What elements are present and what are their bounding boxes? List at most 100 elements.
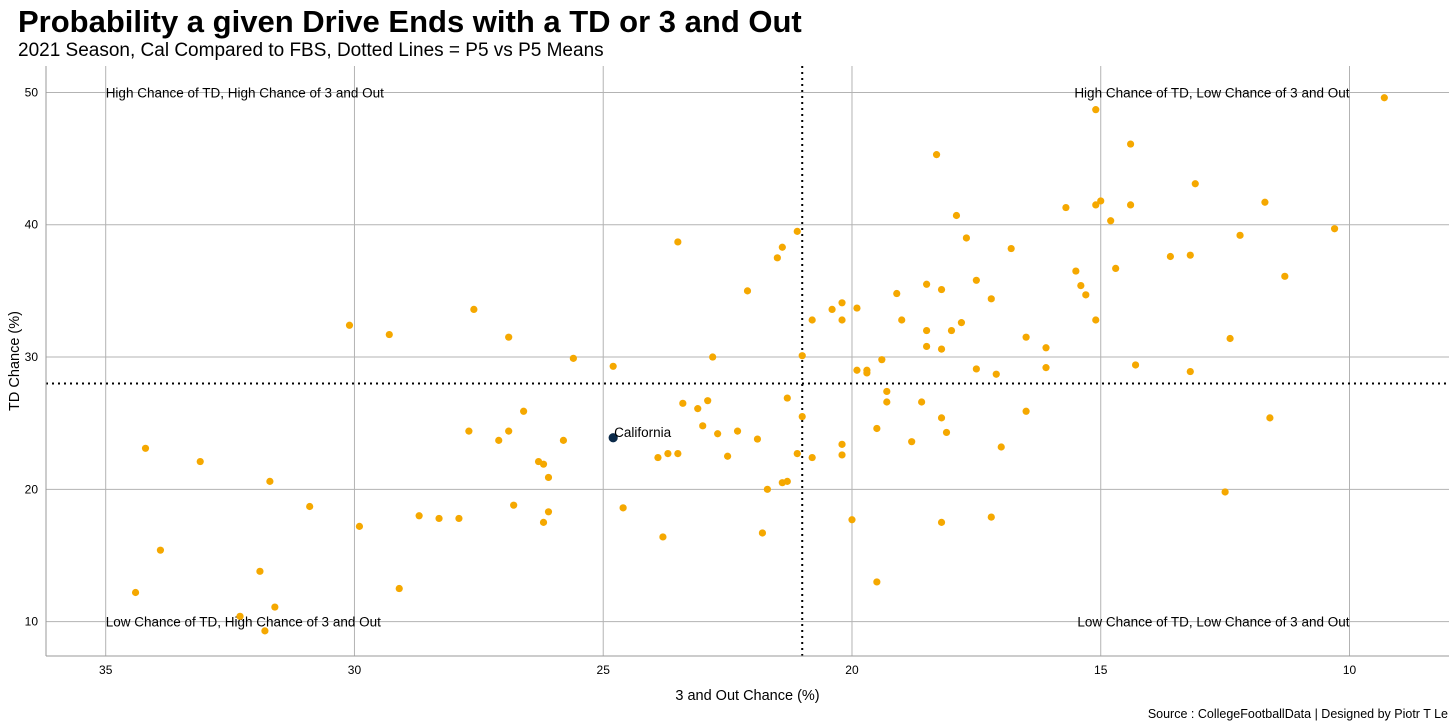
team-point <box>1007 244 1015 253</box>
highlight-label: California <box>614 425 672 440</box>
team-point <box>753 435 762 443</box>
team-point <box>808 453 816 462</box>
team-point <box>1107 217 1115 225</box>
team-point <box>679 399 687 407</box>
team-point <box>654 453 662 462</box>
team-point <box>495 436 503 444</box>
team-point <box>709 353 717 361</box>
source-caption: Source : CollegeFootballData | Designed … <box>1147 707 1448 721</box>
team-point <box>619 504 627 512</box>
team-point <box>1281 272 1289 280</box>
quadrant-labels: High Chance of TD, High Chance of 3 and … <box>106 85 1350 629</box>
team-point <box>256 567 264 575</box>
team-point <box>962 234 971 242</box>
team-point <box>704 397 712 405</box>
team-point <box>853 304 861 312</box>
y-tick-label: 10 <box>25 615 39 629</box>
quadrant-label-top-left: High Chance of TD, High Chance of 3 and … <box>106 85 384 100</box>
team-point <box>942 428 951 437</box>
x-tick-label: 10 <box>1343 663 1357 677</box>
team-point <box>908 438 916 446</box>
team-point <box>699 422 707 430</box>
team-point <box>793 450 801 458</box>
team-point <box>1092 106 1100 114</box>
team-point <box>539 460 548 468</box>
highlight-point <box>608 433 618 443</box>
team-point <box>1072 267 1080 275</box>
team-point <box>196 457 204 466</box>
team-point <box>838 440 846 448</box>
team-point <box>918 398 926 406</box>
team-point <box>714 430 722 438</box>
team-point <box>952 211 961 220</box>
axes: 35 30 25 20 15 10 10 20 30 40 50 3 and Out Chance (… <box>7 66 1449 704</box>
team-point <box>539 518 548 526</box>
team-point <box>873 424 881 433</box>
team-point <box>510 501 518 509</box>
team-point <box>465 427 473 435</box>
team-point <box>674 238 682 246</box>
team-point <box>266 477 274 485</box>
team-point <box>470 305 478 314</box>
team-point <box>674 450 682 458</box>
team-point <box>505 427 513 435</box>
team-point <box>1380 94 1388 102</box>
team-point <box>987 295 995 303</box>
quadrant-label-top-right: High Chance of TD, Low Chance of 3 and O… <box>1074 85 1349 100</box>
team-point <box>883 387 891 396</box>
team-point <box>923 326 931 335</box>
team-point <box>236 612 244 620</box>
team-point <box>923 342 931 351</box>
team-point <box>141 444 150 452</box>
x-tick-label: 20 <box>845 663 859 677</box>
team-point <box>1166 252 1174 261</box>
team-point <box>1191 180 1199 188</box>
team-point <box>1186 251 1194 259</box>
team-point <box>664 450 672 458</box>
team-point <box>1082 291 1090 299</box>
team-point <box>783 394 791 402</box>
team-point <box>932 151 941 159</box>
team-point <box>569 354 577 362</box>
team-point <box>798 412 806 421</box>
team-point <box>415 512 423 520</box>
team-point <box>659 533 667 541</box>
team-point <box>987 513 995 521</box>
team-point <box>435 514 443 523</box>
team-point <box>520 407 528 415</box>
team-point <box>1131 361 1140 369</box>
team-point <box>947 326 956 335</box>
team-point <box>758 529 767 537</box>
gridlines <box>46 66 1449 656</box>
team-point <box>1062 203 1070 212</box>
x-axis-title: 3 and Out Chance (%) <box>675 688 819 704</box>
mean-lines <box>46 66 1449 656</box>
y-axis-title: TD Chance (%) <box>7 311 23 411</box>
team-point <box>873 578 881 586</box>
team-point <box>878 356 886 364</box>
team-point <box>385 330 393 339</box>
highlight-group: California <box>608 425 672 443</box>
chart-title: Probability a given Drive Ends with a TD… <box>18 4 802 39</box>
team-point <box>883 398 891 406</box>
team-point <box>723 452 732 460</box>
team-point <box>763 485 772 493</box>
quadrant-label-bottom-left: Low Chance of TD, High Chance of 3 and O… <box>106 615 381 630</box>
team-point <box>1077 281 1085 290</box>
team-point <box>838 299 846 307</box>
team-point <box>1022 407 1030 415</box>
team-point <box>306 502 314 511</box>
team-point <box>544 508 553 516</box>
x-tick-label: 30 <box>348 663 362 677</box>
y-tick-label: 20 <box>25 482 39 496</box>
y-tick-label: 30 <box>25 350 39 364</box>
y-tick-label: 50 <box>25 85 39 99</box>
team-point <box>992 370 1000 378</box>
x-tick-label: 35 <box>99 663 113 677</box>
team-point <box>773 254 781 262</box>
team-point <box>972 365 980 373</box>
team-point <box>345 321 354 329</box>
team-point <box>853 366 861 374</box>
team-point <box>156 546 165 554</box>
